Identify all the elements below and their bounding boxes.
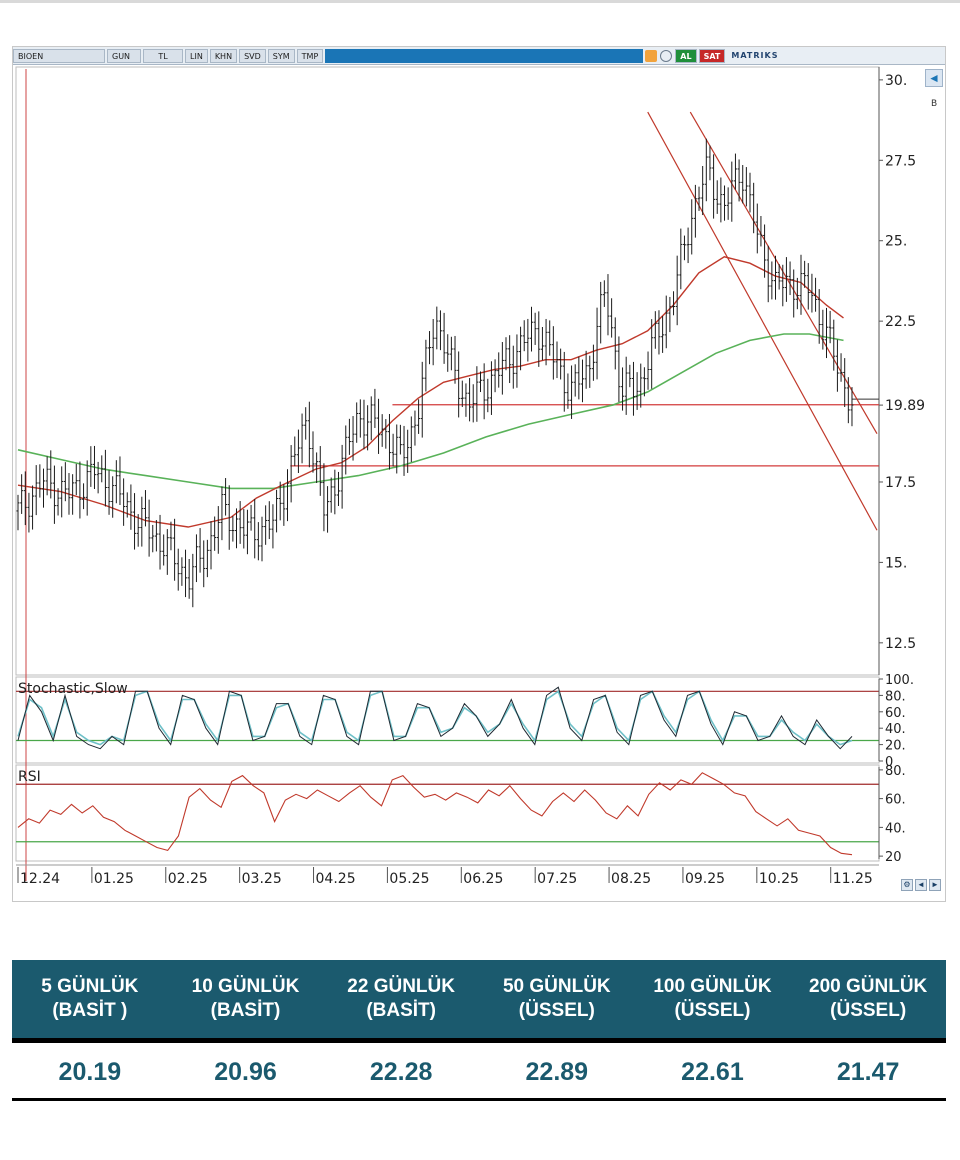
settings-icon[interactable]: ⚙	[901, 879, 913, 891]
rsi-tick-label: 20	[885, 850, 902, 865]
top-rule	[0, 0, 960, 3]
x-tick-label: 05.25	[389, 871, 429, 887]
buy-button[interactable]: AL	[675, 48, 697, 63]
stochastic-tick-label: 20.	[885, 739, 906, 754]
refresh-icon[interactable]	[660, 49, 673, 62]
rsi-tick-label: 60.	[885, 793, 906, 808]
y-tick-label: 30.	[885, 73, 907, 89]
stochastic-tick-label: 100.	[885, 673, 914, 688]
stochastic-tick-label: 60.	[885, 706, 906, 721]
x-tick-label: 08.25	[611, 871, 651, 887]
ma-header-100: 100 GÜNLÜK (ÜSSEL)	[653, 976, 772, 1021]
chart-window: 30. 27.5 25. 22.5 19.89 17.5 15. 12.5 100. 80. 60.…	[12, 46, 946, 902]
stochastic-tick-label: 80.	[885, 689, 906, 704]
x-tick-label: 12.24	[20, 871, 60, 887]
x-tick-label: 01.25	[94, 871, 134, 887]
channel-lower	[647, 111, 878, 531]
stochastic-tick-label: 40.	[885, 722, 906, 737]
scroll-nav: ⚙ ◄ ►	[901, 879, 941, 891]
khn-button[interactable]: KHN	[209, 48, 238, 63]
x-tick-label: 06.25	[463, 871, 503, 887]
x-tick-label: 07.25	[537, 871, 577, 887]
x-tick-label: 03.25	[242, 871, 282, 887]
sym-button[interactable]: SYM	[267, 48, 295, 63]
collapse-arrow-icon[interactable]: ◄	[925, 69, 943, 87]
y-tick-label: 17.5	[885, 475, 916, 491]
ma-header-10: 10 GÜNLÜK (BASİT)	[191, 976, 300, 1021]
x-tick-label: 11.25	[833, 871, 873, 887]
channel-upper	[689, 111, 878, 435]
moving-average-table: 5 GÜNLÜK (BASİT ) 10 GÜNLÜK (BASİT) 22 GÜN…	[12, 960, 946, 1101]
table-bottom-rule	[12, 1098, 946, 1101]
ma-header-row: 5 GÜNLÜK (BASİT ) 10 GÜNLÜK (BASİT) 22 GÜN…	[12, 960, 946, 1038]
period-button[interactable]: GUN	[107, 48, 141, 63]
y-tick-label: 22.5	[885, 314, 916, 330]
brand-logo: MATRIKS	[731, 50, 779, 60]
ma-header-50: 50 GÜNLÜK (ÜSSEL)	[502, 976, 611, 1021]
ma-header-200: 200 GÜNLÜK (ÜSSEL)	[809, 976, 928, 1021]
symbol-field[interactable]: BIOEN	[13, 48, 105, 63]
x-tick-label: 09.25	[685, 871, 725, 887]
y-tick-label: 27.5	[885, 153, 916, 169]
x-tick-label: 04.25	[316, 871, 356, 887]
scroll-left-icon[interactable]: ◄	[915, 879, 927, 891]
x-tick-label: 02.25	[168, 871, 208, 887]
stochastic-title: Stochastic,Slow	[18, 681, 128, 697]
rsi-panel-frame	[15, 764, 880, 862]
y-tick-label: 19.89	[885, 398, 925, 414]
ma-value-200: 21.47	[836, 1057, 900, 1086]
currency-button[interactable]: TL	[143, 48, 183, 63]
sell-button[interactable]: SAT	[698, 48, 726, 63]
y-tick-label: 15.	[885, 555, 907, 571]
lightning-icon[interactable]	[645, 49, 658, 62]
ma-header-22: 22 GÜNLÜK (BASİT)	[347, 976, 455, 1021]
ma-header-5: 5 GÜNLÜK (BASİT )	[41, 976, 139, 1021]
ma-long-line	[17, 333, 844, 490]
ma-value-100: 22.61	[681, 1057, 744, 1086]
ma-value-22: 22.28	[369, 1057, 433, 1086]
ma-value-50: 22.89	[525, 1057, 589, 1086]
rsi-line	[17, 772, 853, 856]
stochastic-line	[17, 686, 853, 750]
tmp-button[interactable]: TMP	[296, 48, 324, 63]
lin-button[interactable]: LIN	[185, 48, 208, 63]
ma-value-row: 20.19 20.96 22.28 22.89 22.61 21.47	[12, 1043, 946, 1101]
rsi-tick-label: 40.	[885, 821, 906, 836]
svd-button[interactable]: SVD	[239, 48, 266, 63]
toolbar-blue-strip	[325, 48, 644, 63]
x-tick-label: 10.25	[759, 871, 799, 887]
ma-value-5: 20.19	[58, 1057, 122, 1086]
rsi-tick-label: 80.	[885, 764, 906, 779]
chart-canvas: 30.27.525.22.519.8917.515.12.5100.80.60.…	[15, 66, 925, 887]
ma-separator-row	[12, 1038, 946, 1043]
stochastic-line	[17, 690, 853, 746]
y-tick-label: 25.	[885, 234, 907, 250]
side-label: B	[931, 99, 938, 109]
rsi-title: RSI	[18, 769, 41, 785]
y-tick-label: 12.5	[885, 636, 916, 652]
scroll-right-icon[interactable]: ►	[929, 879, 941, 891]
stochastic-tick-label: 0	[885, 755, 893, 770]
ma-value-10: 20.96	[214, 1057, 277, 1086]
chart-toolbar: BIOEN GUN TL LIN KHN SVD SYM TMP AL SAT …	[13, 47, 945, 65]
ma-short-line	[17, 256, 844, 528]
